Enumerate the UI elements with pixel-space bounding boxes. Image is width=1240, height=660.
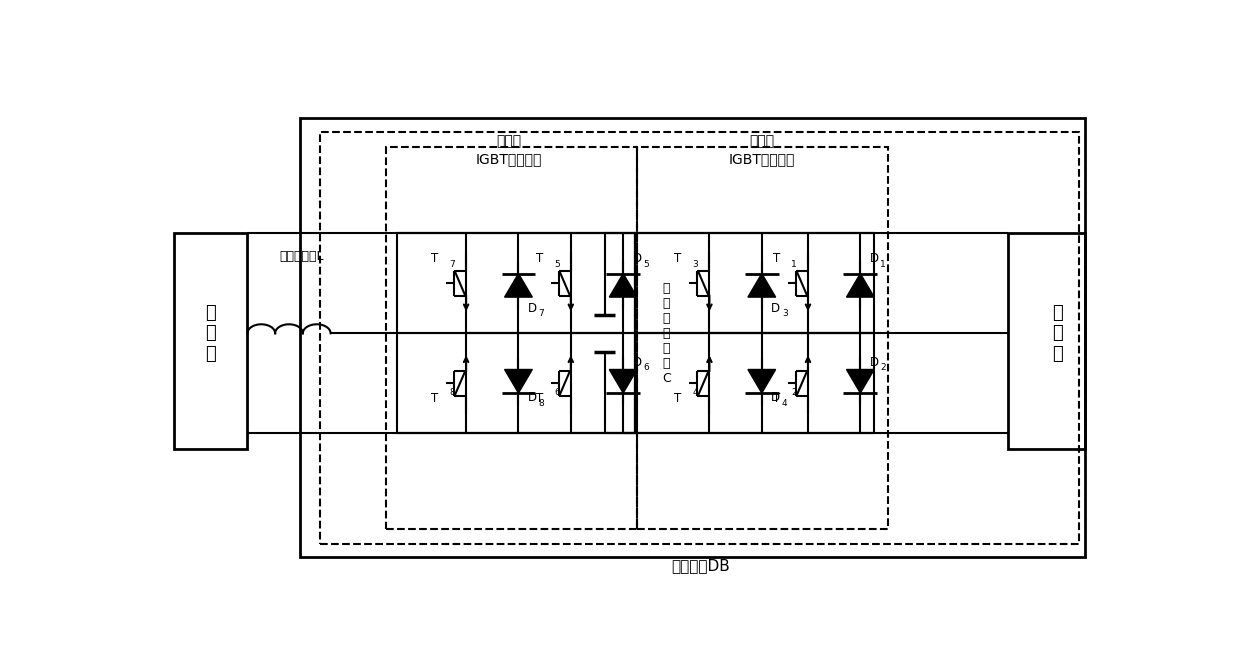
Text: D: D: [869, 253, 879, 265]
Polygon shape: [505, 370, 532, 393]
Text: 4: 4: [692, 388, 698, 397]
Text: 电
网
侧: 电 网 侧: [1052, 304, 1063, 363]
Text: 6: 6: [554, 388, 559, 397]
Text: 直
流
支
撑
电
容
C: 直 流 支 撑 电 容 C: [662, 282, 671, 385]
Text: 控制底板DB: 控制底板DB: [671, 558, 729, 574]
Bar: [397, 233, 635, 434]
Text: 8: 8: [449, 388, 455, 397]
Text: D: D: [528, 302, 537, 315]
Bar: [300, 117, 1085, 556]
Text: D: D: [632, 356, 641, 369]
Text: T: T: [432, 253, 439, 265]
Text: D: D: [771, 391, 780, 404]
Text: 2: 2: [880, 363, 887, 372]
Text: T: T: [536, 392, 543, 405]
Text: 7: 7: [538, 310, 544, 318]
Polygon shape: [505, 273, 532, 297]
Text: 6: 6: [644, 363, 649, 372]
Text: IGBT功率模块: IGBT功率模块: [729, 152, 795, 166]
Text: 牵
引
侧: 牵 引 侧: [205, 304, 216, 363]
Text: 2: 2: [791, 388, 796, 397]
Bar: [174, 233, 248, 449]
Text: 3: 3: [692, 260, 698, 269]
Polygon shape: [748, 273, 776, 297]
Text: D: D: [632, 253, 641, 265]
Text: 7: 7: [449, 260, 455, 269]
Text: 3: 3: [781, 310, 787, 318]
Text: T: T: [773, 392, 780, 405]
Text: 牵引侧: 牵引侧: [497, 134, 522, 148]
Polygon shape: [609, 370, 637, 393]
Bar: [635, 233, 874, 434]
Polygon shape: [609, 273, 637, 297]
Bar: [637, 147, 888, 529]
Text: 电网侧: 电网侧: [749, 134, 774, 148]
Text: 1: 1: [791, 260, 797, 269]
Bar: [320, 131, 1079, 544]
Text: IGBT功率模块: IGBT功率模块: [476, 152, 542, 166]
Text: 8: 8: [538, 399, 544, 408]
Polygon shape: [748, 370, 776, 393]
Text: T: T: [675, 392, 682, 405]
Polygon shape: [847, 273, 874, 297]
Bar: [1008, 233, 1085, 449]
Text: 4: 4: [781, 399, 787, 408]
Polygon shape: [847, 370, 874, 393]
Bar: [386, 147, 637, 529]
Text: D: D: [771, 302, 780, 315]
Text: 5: 5: [554, 260, 559, 269]
Text: D: D: [869, 356, 879, 369]
Text: T: T: [536, 253, 543, 265]
Text: 串联电抗器L: 串联电抗器L: [279, 249, 324, 263]
Text: T: T: [675, 253, 682, 265]
Text: 1: 1: [880, 260, 887, 269]
Text: 5: 5: [644, 260, 649, 269]
Text: T: T: [432, 392, 439, 405]
Text: T: T: [773, 253, 780, 265]
Text: D: D: [528, 391, 537, 404]
